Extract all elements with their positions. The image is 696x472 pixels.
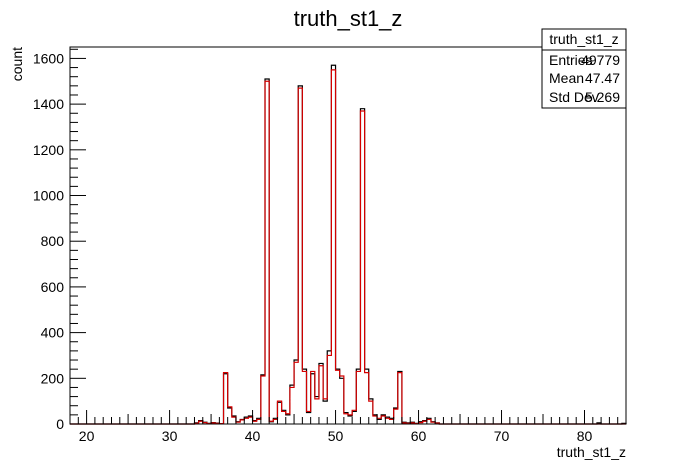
y-tick-label: 0 <box>56 416 64 432</box>
x-tick-label: 80 <box>577 428 593 444</box>
x-tick-label: 50 <box>328 428 344 444</box>
chart-title: truth_st1_z <box>294 6 403 31</box>
y-tick-label: 1400 <box>33 96 64 112</box>
stats-stddev-value: 5.269 <box>585 89 620 105</box>
y-axis: 0 200 400 600 800 1000 1200 1400 1600 <box>33 48 86 432</box>
stats-mean-value: 47.47 <box>585 70 620 86</box>
stats-entries-label: Entries <box>549 52 593 68</box>
stats-box-frame <box>541 28 627 109</box>
histogram-series-1 <box>70 69 626 425</box>
stats-mean-label: Mean <box>549 70 584 86</box>
x-tick-label: 30 <box>162 428 178 444</box>
x-tick-label: 20 <box>79 428 95 444</box>
plot-frame <box>69 46 627 425</box>
stats-entries-value: 49779 <box>581 52 620 68</box>
y-tick-label: 800 <box>41 233 65 249</box>
stats-box-title: truth_st1_z <box>549 31 618 47</box>
y-tick-label: 1200 <box>33 142 64 158</box>
stats-box: truth_st1_z Entries 49779 Mean 47.47 Std… <box>541 28 627 109</box>
y-tick-label: 600 <box>41 279 65 295</box>
y-tick-label: 400 <box>41 325 65 341</box>
x-tick-label: 40 <box>245 428 261 444</box>
histogram-series-layer <box>70 64 627 425</box>
stats-stddev-label: Std Dev <box>549 89 599 105</box>
x-tick-label: 70 <box>494 428 510 444</box>
histogram-series-0 <box>70 64 627 425</box>
y-axis-title: count <box>9 47 25 81</box>
x-axis: 20 30 40 50 60 70 80 <box>69 410 627 444</box>
y-tick-label: 1000 <box>33 188 64 204</box>
x-tick-label: 60 <box>411 428 427 444</box>
y-tick-label: 1600 <box>33 50 64 66</box>
y-tick-label: 200 <box>41 370 65 386</box>
x-axis-title: truth_st1_z <box>557 444 626 460</box>
